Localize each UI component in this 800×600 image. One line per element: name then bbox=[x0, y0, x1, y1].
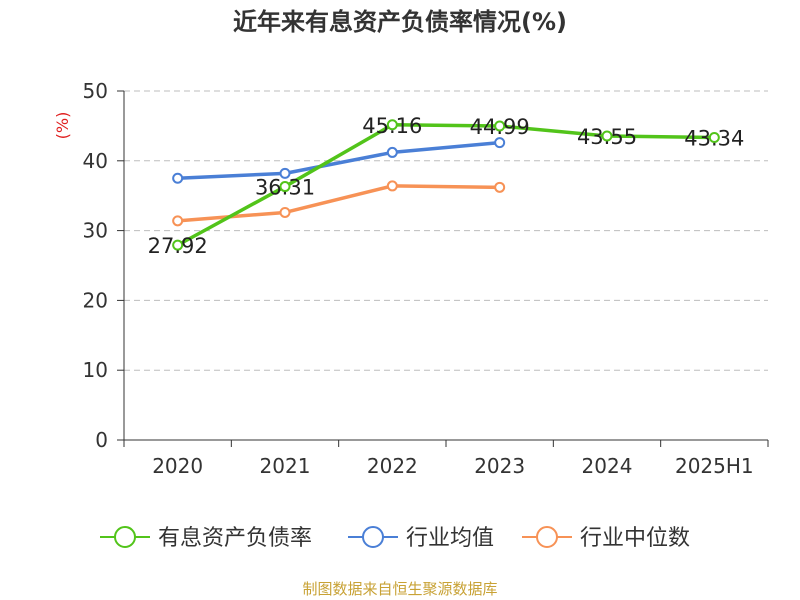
legend-marker bbox=[362, 526, 384, 548]
legend: 有息资产负债率 行业均值 行业中位数 bbox=[100, 526, 690, 551]
data-label: 27.92 bbox=[148, 234, 208, 258]
data-label: 43.34 bbox=[684, 126, 744, 150]
data-point bbox=[708, 131, 720, 143]
data-labels: 27.92 36.31 45.16 44.99 43.55 43.34 bbox=[148, 114, 745, 258]
y-tick-label: 10 bbox=[83, 358, 108, 382]
series-line bbox=[177, 184, 500, 223]
gridlines bbox=[124, 90, 768, 371]
data-label: 43.55 bbox=[577, 125, 637, 149]
axes: 0 10 20 30 40 50 2020 2021 2022 2023 2024 2025H1 (%) bbox=[53, 79, 769, 478]
x-tick-label: 2021 bbox=[260, 454, 311, 478]
data-point bbox=[386, 180, 398, 192]
data-point bbox=[279, 167, 291, 179]
series-line bbox=[176, 123, 715, 247]
data-point bbox=[172, 215, 184, 227]
y-axis-label: (%) bbox=[53, 112, 72, 140]
legend-label: 行业均值 bbox=[406, 526, 494, 551]
legend-label: 有息资产负债率 bbox=[158, 526, 312, 551]
data-point bbox=[279, 181, 291, 193]
chart-title: 近年来有息资产负债率情况(%) bbox=[233, 8, 567, 36]
data-point bbox=[386, 119, 398, 131]
y-tick-label: 30 bbox=[83, 219, 108, 243]
data-label: 44.99 bbox=[470, 115, 530, 139]
data-point bbox=[172, 239, 184, 251]
data-point bbox=[172, 172, 184, 184]
data-point bbox=[494, 137, 506, 149]
y-tick-label: 0 bbox=[95, 428, 108, 452]
legend-marker bbox=[536, 526, 558, 548]
data-point bbox=[494, 120, 506, 132]
data-label: 36.31 bbox=[255, 176, 315, 200]
y-tick-label: 40 bbox=[83, 149, 108, 173]
data-point bbox=[601, 130, 613, 142]
data-point bbox=[494, 181, 506, 193]
data-point bbox=[279, 206, 291, 218]
x-tick-label: 2024 bbox=[582, 454, 633, 478]
x-tick-label: 2022 bbox=[367, 454, 418, 478]
y-tick-label: 50 bbox=[83, 79, 108, 103]
series-lines bbox=[172, 119, 720, 251]
source-note: 制图数据来自恒生聚源数据库 bbox=[302, 580, 498, 598]
x-tick-label: 2023 bbox=[474, 454, 525, 478]
x-tick-label: 2020 bbox=[152, 454, 203, 478]
y-tick-label: 20 bbox=[83, 288, 108, 312]
x-tick-label: 2025H1 bbox=[675, 454, 754, 478]
data-point bbox=[386, 146, 398, 158]
legend-label: 行业中位数 bbox=[580, 526, 690, 551]
series-line bbox=[177, 140, 500, 180]
legend-marker bbox=[114, 526, 136, 548]
data-label: 45.16 bbox=[362, 114, 422, 138]
